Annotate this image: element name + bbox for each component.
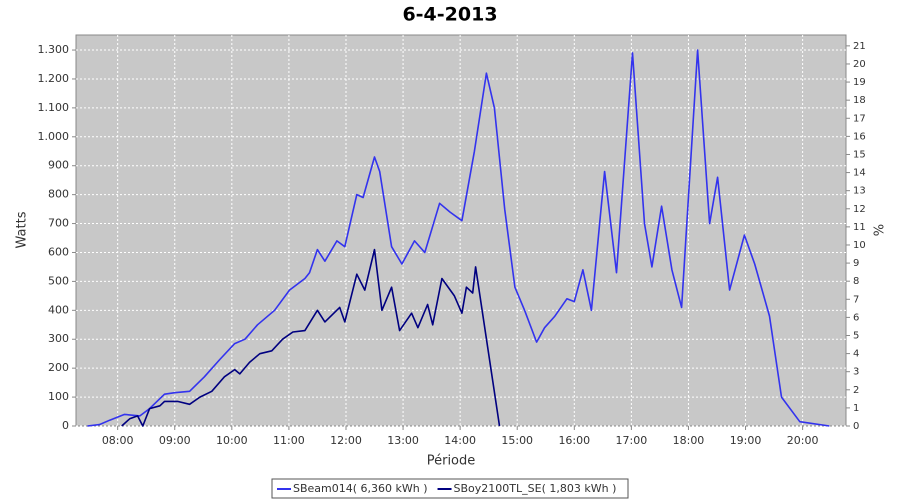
legend-label: SBoy2100TL_SE( 1,803 kWh ) <box>454 482 617 495</box>
x-tick-label: 15:00 <box>501 434 533 447</box>
y-tick-label: 300 <box>48 332 69 345</box>
y2-axis-label: % <box>873 224 888 236</box>
y2-tick-label: 13 <box>853 186 866 197</box>
y2-tick-label: 20 <box>853 59 866 70</box>
series-line <box>121 248 501 427</box>
plot-area <box>75 34 847 427</box>
x-tick-label: 08:00 <box>102 434 134 447</box>
y-tick-label: 400 <box>48 303 69 316</box>
y-tick-label: 600 <box>48 245 69 258</box>
series-line <box>87 49 830 427</box>
x-tick-label: 14:00 <box>444 434 476 447</box>
x-tick-label: 11:00 <box>273 434 305 447</box>
x-tick-label: 10:00 <box>216 434 248 447</box>
y2-tick-label: 17 <box>853 113 866 124</box>
y2-tick-label: 6 <box>853 312 859 323</box>
y2-tick-label: 15 <box>853 149 866 160</box>
y-tick-label: 900 <box>48 159 69 172</box>
x-tick-label: 19:00 <box>730 434 762 447</box>
chart-title: 6-4-2013 <box>402 4 497 26</box>
y2-tick-label: 4 <box>853 349 859 360</box>
x-tick-label: 18:00 <box>673 434 705 447</box>
y2-tick-label: 10 <box>853 240 866 251</box>
y-tick-label: 1.200 <box>38 72 70 85</box>
y2-tick-label: 19 <box>853 77 866 88</box>
y2-tick-label: 5 <box>853 330 859 341</box>
y-tick-label: 0 <box>62 419 69 432</box>
y-tick-label: 200 <box>48 361 69 374</box>
y2-tick-label: 16 <box>853 131 866 142</box>
x-tick-label: 20:00 <box>787 434 819 447</box>
y2-tick-label: 14 <box>853 168 866 179</box>
y2-tick-label: 11 <box>853 222 866 233</box>
y-tick-label: 500 <box>48 274 69 287</box>
y-axis-label: Watts <box>15 211 30 248</box>
x-tick-label: 13:00 <box>387 434 419 447</box>
y-tick-label: 800 <box>48 188 69 201</box>
y2-tick-label: 18 <box>853 95 866 106</box>
legend-label: SBeam014( 6,360 kWh ) <box>293 482 428 495</box>
y2-tick-label: 12 <box>853 204 866 215</box>
x-tick-label: 09:00 <box>159 434 191 447</box>
x-axis-label: Période <box>427 454 476 469</box>
y-tick-label: 700 <box>48 217 69 230</box>
x-tick-label: 12:00 <box>330 434 362 447</box>
y-tick-label: 100 <box>48 390 69 403</box>
y-tick-label: 1.000 <box>38 130 70 143</box>
y2-tick-label: 0 <box>853 421 859 432</box>
y2-tick-label: 8 <box>853 276 859 287</box>
y2-tick-label: 3 <box>853 367 859 378</box>
y2-tick-label: 7 <box>853 294 859 305</box>
x-tick-label: 17:00 <box>616 434 648 447</box>
y2-tick-label: 9 <box>853 258 859 269</box>
x-tick-label: 16:00 <box>558 434 590 447</box>
y-tick-label: 1.300 <box>38 43 70 56</box>
y2-tick-label: 21 <box>853 41 866 52</box>
y2-tick-label: 1 <box>853 403 859 414</box>
y-tick-label: 1.100 <box>38 101 70 114</box>
y2-tick-label: 2 <box>853 385 859 396</box>
